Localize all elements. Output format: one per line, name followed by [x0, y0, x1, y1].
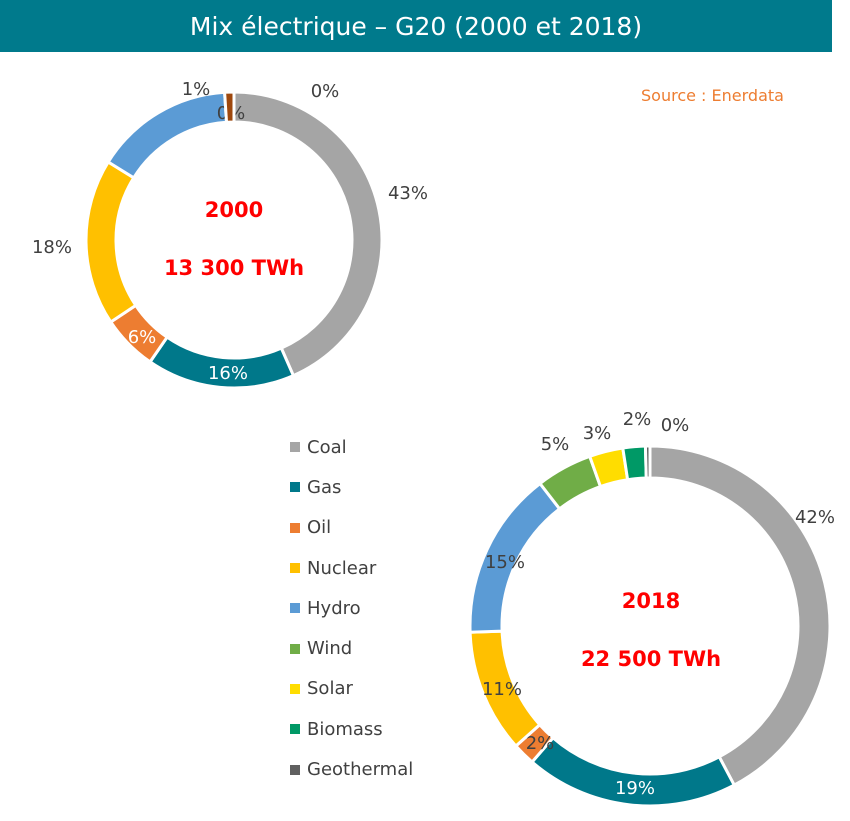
legend-swatch: [290, 643, 300, 654]
data-label-2000-gas: 16%: [208, 363, 248, 384]
legend-swatch: [290, 482, 300, 493]
legend-label: Wind: [307, 638, 353, 660]
legend-label: Hydro: [307, 597, 361, 619]
data-label-2000-oil: 6%: [128, 327, 157, 348]
legend-item-nuclear: Nuclear: [290, 548, 413, 588]
data-label-2018-solar: 3%: [583, 423, 612, 444]
data-label-2000-biomass: 1%: [182, 79, 211, 100]
legend-item-geothermal: Geothermal: [290, 749, 413, 789]
slice-2000-nuclear: [84, 159, 138, 325]
data-label-2018-coal: 42%: [795, 507, 835, 528]
legend-label: Nuclear: [307, 557, 377, 579]
data-label-2000-coal: 43%: [388, 183, 428, 204]
legend: Coal Gas Oil Nuclear Hydro Wind Solar Biomass Ge…: [290, 427, 413, 790]
data-label-2018-hydro: 15%: [485, 552, 525, 573]
legend-label: Solar: [307, 678, 353, 700]
legend-swatch: [290, 724, 300, 735]
data-label-2000-geothermal: 0%: [311, 81, 340, 102]
legend-swatch: [290, 764, 300, 775]
data-label-2018-biomass: 2%: [623, 409, 652, 430]
source-note: Source : Enerdata: [641, 86, 784, 105]
center-total-2000: 13 300 TWh: [163, 256, 305, 280]
legend-item-biomass: Biomass: [290, 709, 413, 749]
slice-2000-coal: [232, 90, 384, 378]
data-label-2000-nuclear: 18%: [32, 237, 72, 258]
legend-label: Coal: [307, 436, 347, 458]
legend-swatch: [290, 683, 300, 694]
data-label-2018-geothermal: 0%: [661, 415, 690, 436]
legend-swatch: [290, 522, 300, 533]
legend-item-coal: Coal: [290, 427, 413, 467]
legend-swatch: [290, 442, 300, 453]
center-total-2018: 22 500 TWh: [580, 647, 722, 671]
legend-label: Gas: [307, 476, 342, 498]
legend-item-hydro: Hydro: [290, 588, 413, 628]
slice-2018-coal: [648, 444, 832, 788]
data-label-2000-hydro: 15%: [72, 107, 112, 128]
legend-item-oil: Oil: [290, 508, 413, 548]
legend-item-gas: Gas: [290, 467, 413, 507]
slice-2000-biomass: [223, 90, 236, 124]
slice-2018-geothermal: [643, 444, 652, 480]
legend-label: Geothermal: [307, 759, 414, 781]
legend-swatch: [290, 563, 300, 574]
slice-2018-biomass: [621, 444, 648, 482]
center-year-2018: 2018: [621, 589, 681, 613]
legend-item-wind: Wind: [290, 628, 413, 668]
legend-label: Biomass: [307, 718, 383, 740]
legend-swatch: [290, 603, 300, 614]
slice-2000-hydro: [106, 90, 229, 180]
data-label-2018-oil: 2%: [526, 733, 555, 754]
data-label-2018-wind: 5%: [541, 434, 570, 455]
data-label-2018-gas: 19%: [615, 778, 655, 799]
data-label-2018-nuclear: 11%: [482, 679, 522, 700]
legend-label: Oil: [307, 517, 332, 539]
center-year-2000: 2000: [204, 198, 264, 222]
chart-title: Mix électrique – G20 (2000 et 2018): [0, 0, 832, 52]
legend-item-solar: Solar: [290, 669, 413, 709]
